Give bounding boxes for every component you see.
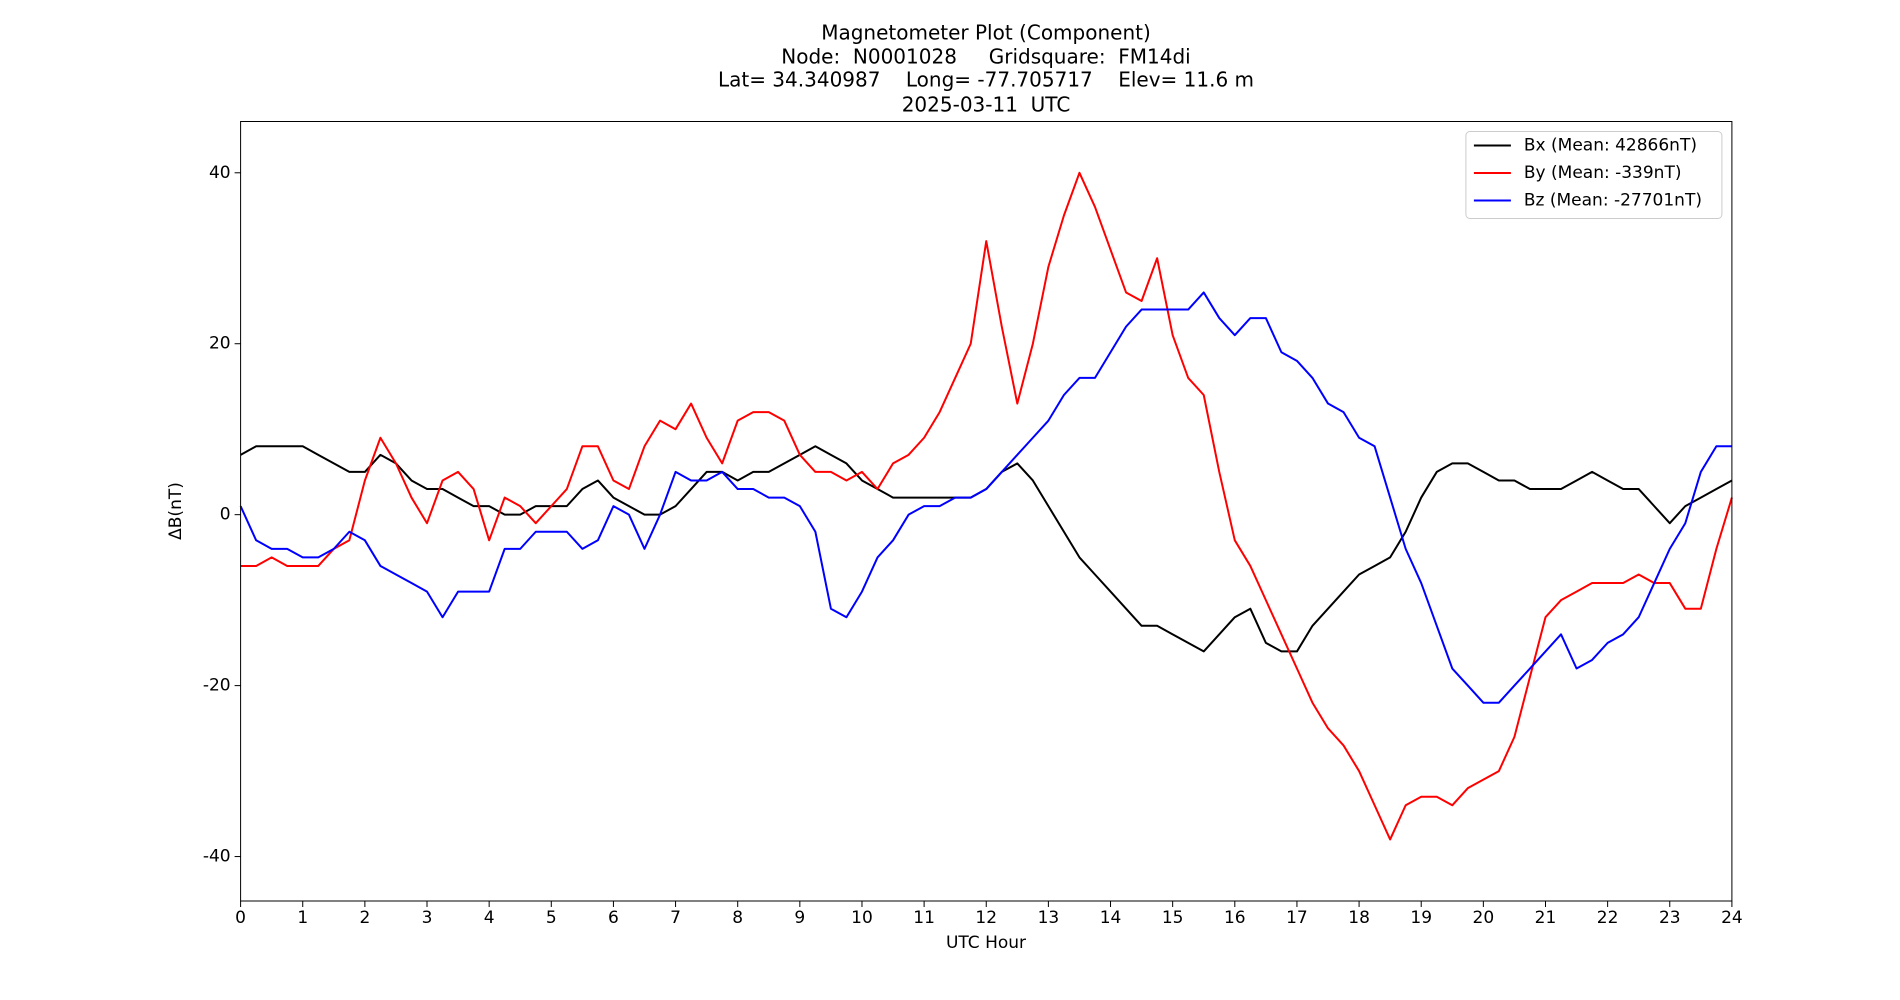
x-tick-label: 19 bbox=[1410, 908, 1432, 928]
x-tick-label: 10 bbox=[851, 908, 873, 928]
x-tick-label: 9 bbox=[794, 908, 805, 928]
data-line bbox=[239, 291, 1732, 704]
x-tick-label: 23 bbox=[1659, 908, 1681, 928]
x-tick-label: 20 bbox=[1473, 908, 1495, 928]
x-tick-label: 3 bbox=[422, 908, 433, 928]
x-tick-label: 4 bbox=[484, 908, 495, 928]
chart-subtitle: 2025-03-11 UTC bbox=[902, 93, 1071, 117]
x-tick-label: 15 bbox=[1162, 908, 1184, 928]
x-tick-label: 13 bbox=[1038, 908, 1060, 928]
x-tick-label: 6 bbox=[608, 908, 619, 928]
chart-subtitle: Node: N0001028 Gridsquare: FM14di bbox=[781, 45, 1191, 69]
y-tick-label: 0 bbox=[220, 505, 231, 525]
y-tick-label: -40 bbox=[203, 847, 231, 867]
legend-label: Bz (Mean: -27701nT) bbox=[1524, 191, 1702, 211]
x-axis-label: UTC Hour bbox=[946, 933, 1026, 953]
chart-subtitle: Lat= 34.340987 Long= -77.705717 Elev= 11… bbox=[718, 68, 1254, 92]
data-line bbox=[240, 171, 1733, 841]
x-tick-label: 21 bbox=[1535, 908, 1557, 928]
x-tick-label: 14 bbox=[1100, 908, 1122, 928]
legend-label: Bx (Mean: 42866nT) bbox=[1524, 136, 1697, 156]
x-tick-label: 0 bbox=[235, 908, 246, 928]
legend-label: By (Mean: -339nT) bbox=[1524, 163, 1682, 183]
x-tick-label: 2 bbox=[359, 908, 370, 928]
y-tick-label: -20 bbox=[203, 676, 231, 696]
x-tick-label: 8 bbox=[732, 908, 743, 928]
x-tick-label: 11 bbox=[913, 908, 935, 928]
x-tick-label: 17 bbox=[1286, 908, 1308, 928]
x-tick-label: 12 bbox=[975, 908, 997, 928]
x-tick-label: 18 bbox=[1348, 908, 1370, 928]
x-tick-label: 5 bbox=[546, 908, 557, 928]
x-tick-label: 7 bbox=[670, 908, 681, 928]
y-tick-label: 40 bbox=[209, 163, 231, 183]
x-tick-label: 16 bbox=[1224, 908, 1246, 928]
x-tick-label: 1 bbox=[297, 908, 308, 928]
chart-title: Magnetometer Plot (Component) bbox=[821, 21, 1151, 45]
y-tick-label: 20 bbox=[209, 334, 231, 354]
x-tick-label: 22 bbox=[1597, 908, 1619, 928]
x-tick-label: 24 bbox=[1721, 908, 1743, 928]
y-axis-label: ΔB(nT) bbox=[166, 482, 186, 540]
plot-frame bbox=[240, 121, 1733, 902]
legend-box bbox=[1465, 131, 1723, 219]
